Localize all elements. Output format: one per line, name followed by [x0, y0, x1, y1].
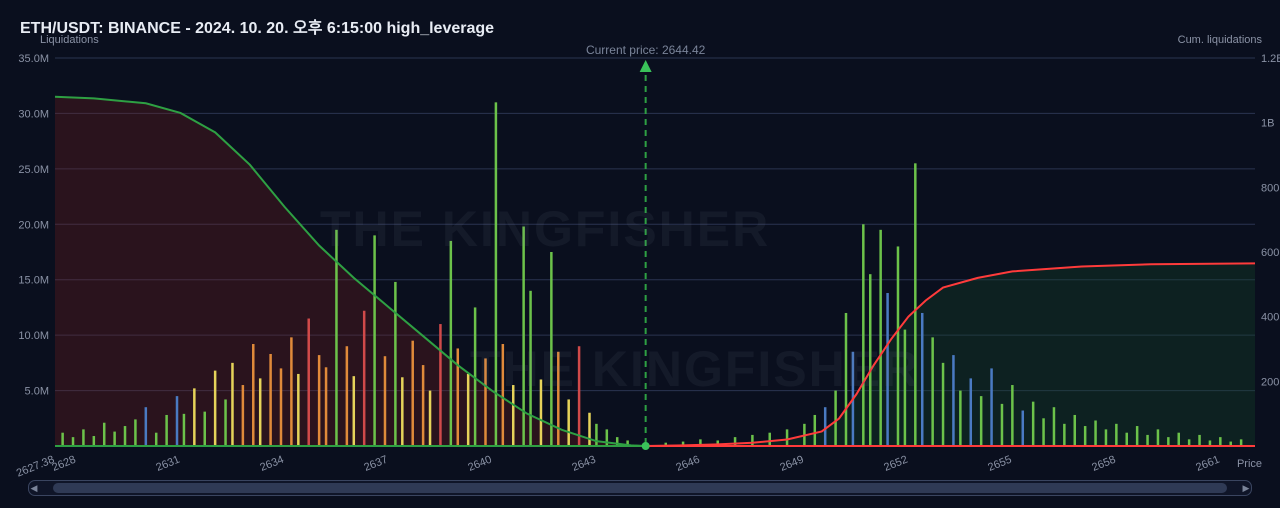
scroll-left-icon[interactable]: ◀: [27, 481, 41, 495]
svg-text:2655: 2655: [986, 454, 1013, 474]
svg-text:1B: 1B: [1261, 118, 1274, 130]
svg-text:400.0M: 400.0M: [1261, 312, 1280, 324]
svg-text:2637: 2637: [362, 454, 389, 474]
scroll-right-icon[interactable]: ▶: [1239, 481, 1253, 495]
svg-text:200.0M: 200.0M: [1261, 376, 1280, 388]
svg-text:35.0M: 35.0M: [18, 53, 49, 65]
svg-text:600.0M: 600.0M: [1261, 247, 1280, 259]
svg-text:5.0M: 5.0M: [25, 386, 49, 398]
svg-text:10.0M: 10.0M: [18, 330, 49, 342]
svg-text:2658: 2658: [1090, 454, 1117, 474]
x-axis-label: Price: [1237, 458, 1262, 470]
scrollbar-thumb[interactable]: [53, 483, 1226, 493]
svg-text:2652: 2652: [882, 454, 909, 474]
chart-svg: 5.0M 10.0M 15.0M 20.0M 25.0M 30.0M 35.0M 200.0M…: [0, 0, 1280, 508]
svg-text:20.0M: 20.0M: [18, 219, 49, 231]
svg-text:800.0M: 800.0M: [1261, 182, 1280, 194]
svg-text:Current price: 2644.42: Current price: 2644.42: [586, 43, 706, 57]
svg-text:2646: 2646: [674, 454, 701, 474]
svg-text:2628: 2628: [50, 454, 77, 474]
chart-root: ETH/USDT: BINANCE - 2024. 10. 20. 오후 6:1…: [0, 0, 1280, 508]
svg-text:2661: 2661: [1194, 454, 1221, 474]
svg-text:2640: 2640: [466, 454, 493, 474]
svg-text:2631: 2631: [154, 454, 181, 474]
svg-text:30.0M: 30.0M: [18, 108, 49, 120]
svg-text:1.2B: 1.2B: [1261, 53, 1280, 65]
svg-text:2649: 2649: [778, 454, 805, 474]
svg-text:15.0M: 15.0M: [18, 275, 49, 287]
svg-text:2643: 2643: [570, 454, 597, 474]
chart-scrollbar[interactable]: ◀ ▶: [28, 480, 1252, 496]
svg-text:25.0M: 25.0M: [18, 164, 49, 176]
svg-text:2627.38: 2627.38: [15, 454, 56, 480]
svg-text:2634: 2634: [258, 454, 285, 474]
